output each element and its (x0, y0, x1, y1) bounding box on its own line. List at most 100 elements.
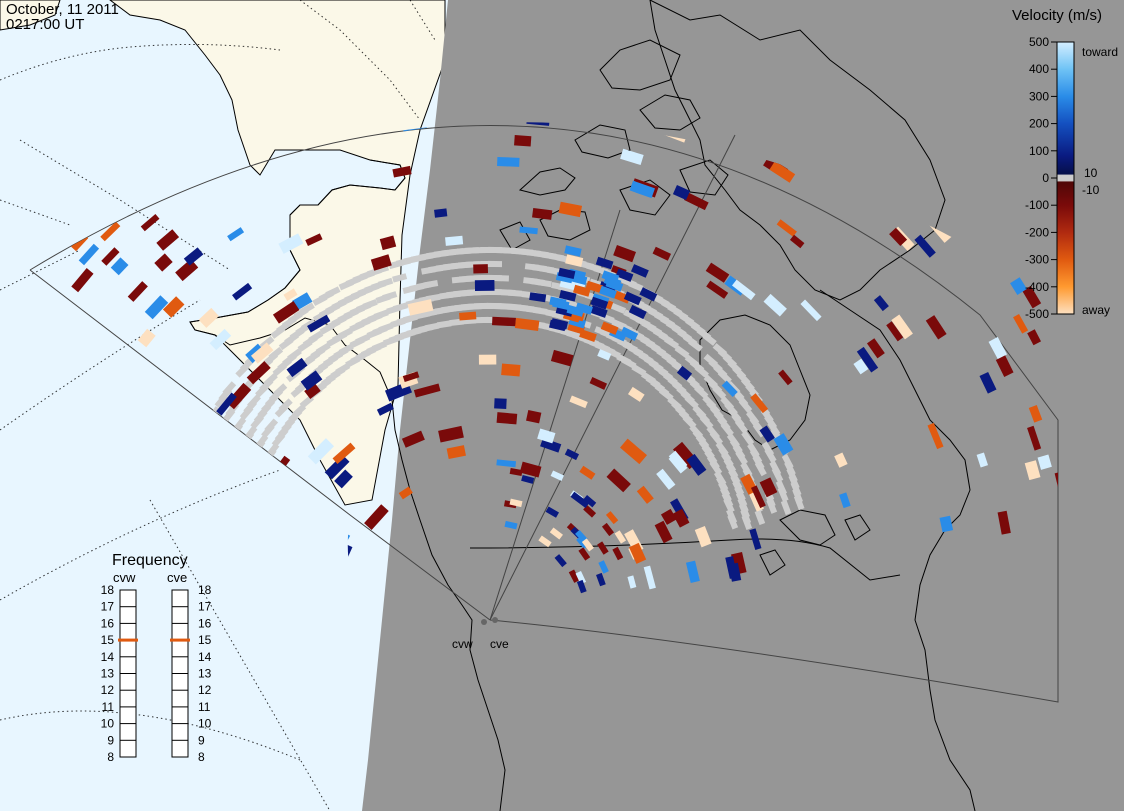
frequency-tick-label: 11 (198, 700, 211, 714)
velocity-cell (576, 579, 587, 594)
velocity-cell (589, 305, 608, 318)
velocity-cell (575, 570, 587, 585)
ground-scatter-cell (487, 260, 503, 268)
ground-scatter-cell (480, 316, 495, 324)
velocity-cell (324, 454, 350, 480)
velocity-cell (769, 161, 796, 183)
velocity-cell (379, 235, 397, 251)
velocity-cell (497, 156, 520, 167)
velocity-cell (873, 295, 889, 312)
velocity-cell (250, 342, 274, 364)
velocity-cell (137, 328, 156, 348)
velocity-cell (732, 279, 756, 301)
velocity-cell (652, 246, 672, 261)
velocity-cell (445, 235, 464, 246)
velocity-cell (620, 326, 639, 341)
day-side-land-siberia (0, 0, 61, 31)
velocity-colorbar: Velocity (m/s) 500 400 300 200 100 0 -100 -200 -… (1012, 7, 1118, 321)
velocity-cell (778, 369, 793, 386)
velocity-cell (596, 572, 606, 587)
velocity-cell (620, 148, 644, 166)
frequency-title: Frequency (112, 552, 188, 569)
frequency-tick-label: 18 (101, 583, 115, 597)
velocity-cell (434, 208, 448, 218)
ground-scatter-cell (631, 364, 647, 377)
velocity-cell (579, 465, 596, 480)
velocity-cell (537, 428, 556, 444)
velocity-cell (1024, 460, 1041, 481)
velocity-tick-label: 200 (1029, 117, 1049, 131)
velocity-cell (568, 569, 580, 583)
velocity-cell (519, 226, 538, 235)
ground-scatter-cell (222, 381, 237, 396)
velocity-cell (478, 354, 497, 365)
ground-scatter-cell (378, 277, 394, 288)
velocity-cell (1010, 277, 1027, 295)
velocity-cell (683, 192, 709, 211)
ground-scatter-cell (507, 289, 523, 297)
velocity-cell (332, 442, 356, 464)
velocity-cell (639, 287, 658, 302)
velocity-cell (509, 498, 523, 508)
velocity-cell (514, 317, 540, 331)
ground-scatter-cell (268, 346, 284, 361)
velocity-cell (492, 316, 516, 327)
velocity-cell (656, 468, 676, 490)
velocity-cell (183, 247, 204, 266)
velocity-cell (232, 282, 253, 301)
velocity-cell (613, 244, 637, 263)
velocity-cell (686, 453, 707, 476)
velocity-cell (154, 253, 173, 272)
ground-scatter-cell (264, 418, 279, 433)
velocity-tick-label: 400 (1029, 62, 1049, 76)
velocity-cell (979, 371, 997, 394)
velocity-cell (856, 346, 879, 373)
frequency-tick-label: 13 (101, 667, 115, 681)
velocity-cell (559, 290, 577, 302)
velocity-cell (100, 221, 121, 242)
velocity-cell (694, 526, 712, 548)
velocity-cell (759, 477, 778, 498)
frequency-tick-label: 17 (198, 600, 212, 614)
ground-scatter-cell (338, 343, 354, 356)
velocity-cell (291, 292, 313, 311)
ground-scatter-cell (423, 280, 439, 289)
velocity-cell (573, 284, 591, 297)
velocity-cell (583, 495, 597, 508)
velocity-cell (550, 349, 574, 367)
velocity-cell (620, 438, 647, 465)
velocity-cell (304, 382, 321, 400)
velocity-cell (914, 234, 936, 258)
ground-scatter-cell (532, 306, 548, 315)
coastlines (189, 0, 976, 811)
ground-scatter-cell (688, 338, 703, 352)
velocity-cell (494, 398, 507, 410)
ground-scatter-cell (723, 497, 735, 514)
ground-scatter-cell (734, 418, 749, 434)
ground-scatter-cell (684, 395, 699, 410)
velocity-cell (558, 201, 583, 218)
velocity-cell (660, 508, 677, 525)
ground-scatter-cell (694, 364, 709, 379)
ground-scatter-cell (610, 302, 627, 314)
velocity-cell (216, 392, 237, 416)
ground-scatter-cell (605, 347, 621, 359)
velocity-cell (603, 275, 622, 289)
ground-scatter-cell (709, 430, 724, 446)
velocity-cell (927, 422, 944, 450)
velocity-cell (575, 529, 588, 543)
ground-scatter-cell (300, 318, 317, 332)
ground-scatter-cell (494, 274, 510, 282)
ground-scatter-cell (362, 299, 378, 310)
velocity-cell (526, 122, 550, 126)
ground-scatter-cell (247, 394, 261, 409)
velocity-tick-label: 100 (1029, 144, 1049, 158)
velocity-cell (78, 243, 100, 266)
velocity-cell (629, 180, 655, 199)
velocity-cell (600, 321, 619, 335)
ground-scatter-cell (793, 494, 805, 511)
velocity-cell (545, 506, 559, 518)
velocity-cell (672, 508, 690, 528)
velocity-cell (749, 528, 762, 550)
velocity-cell (886, 321, 904, 342)
